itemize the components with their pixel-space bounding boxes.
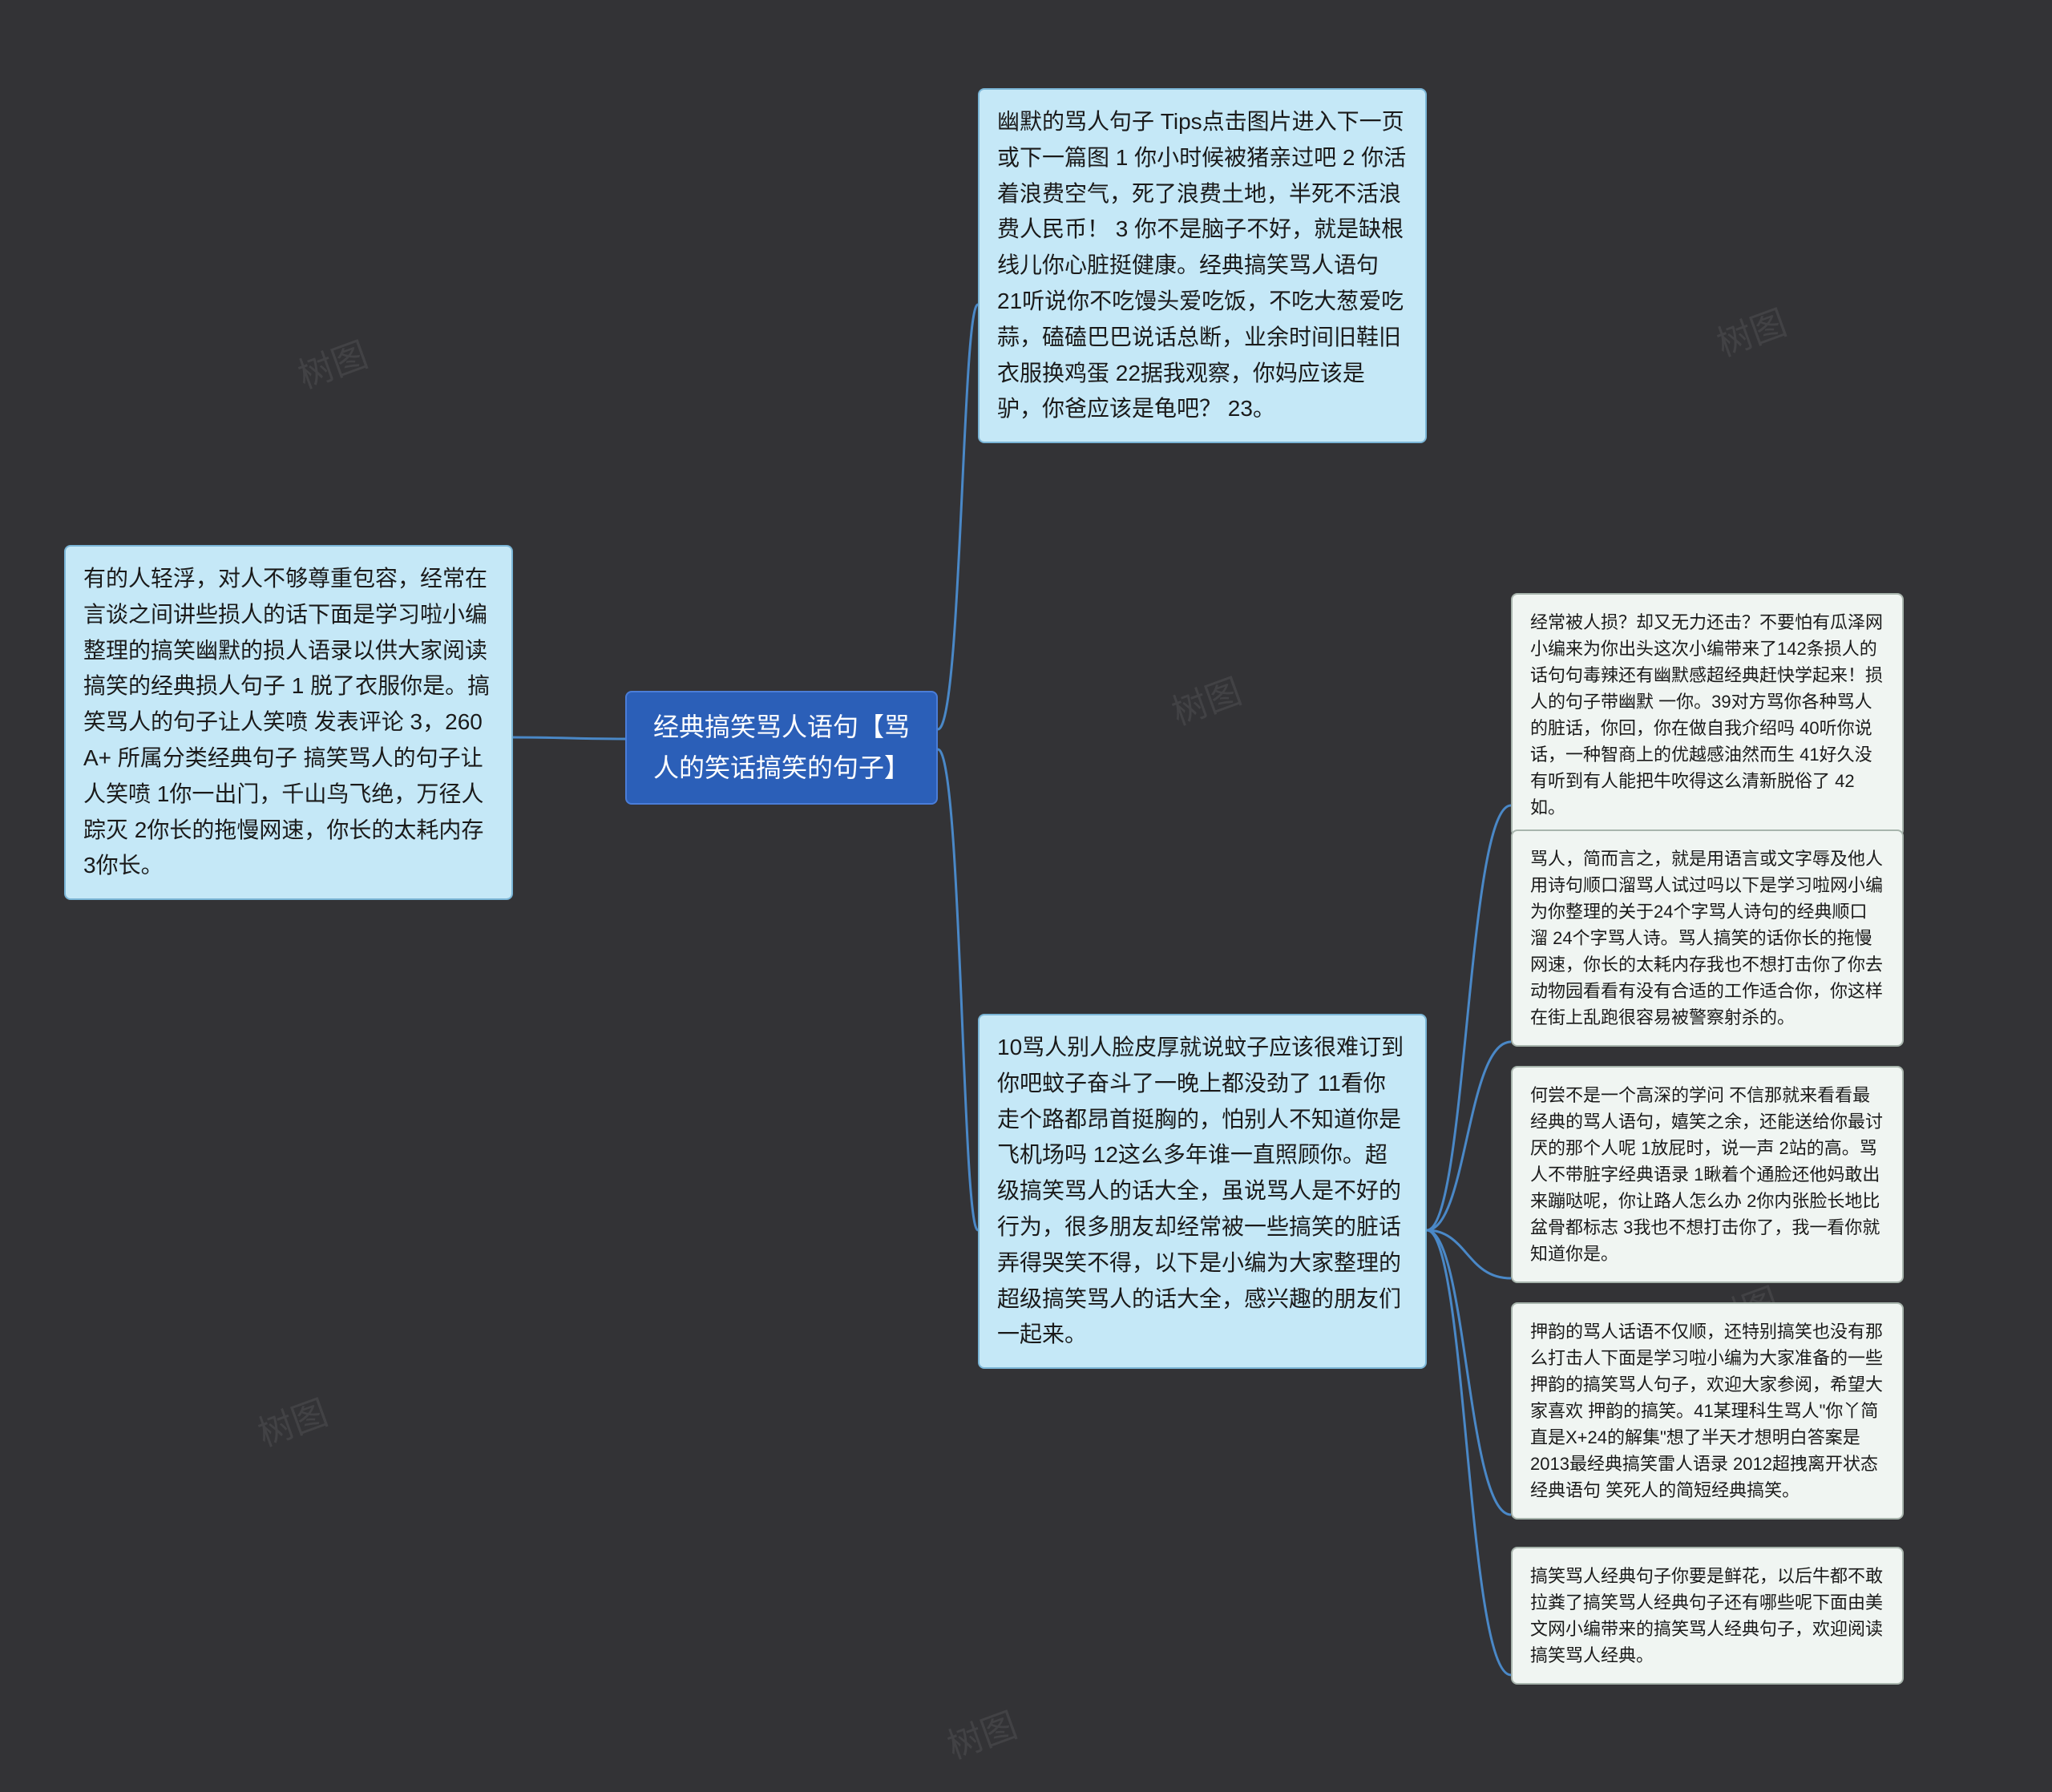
node-text: 骂人，简而言之，就是用语言或文字辱及他人用诗句顺口溜骂人试过吗以下是学习啦网小编… [1530,849,1883,1027]
connector [1427,1042,1511,1230]
connector [938,305,978,729]
watermark: 树图 [939,1697,1024,1769]
mindmap-canvas: 树图 树图 树图 S 树图 树图 树图 经典搞笑骂人语句【骂人的笑话搞笑的句子】… [0,0,2052,1792]
leaf-node-4[interactable]: 搞笑骂人经典句子你要是鲜花，以后牛都不敢拉粪了搞笑骂人经典句子还有哪些呢下面由美… [1511,1547,1904,1685]
node-text: 押韵的骂人话语不仅顺，还特别搞笑也没有那么打击人下面是学习啦小编为大家准备的一些… [1530,1322,1883,1500]
node-text: 有的人轻浮，对人不够尊重包容，经常在言谈之间讲些损人的话下面是学习啦小编整理的搞… [83,566,490,878]
right-child-a-node[interactable]: 幽默的骂人句子 Tips点击图片进入下一页或下一篇图 1 你小时候被猪亲过吧 2… [978,88,1427,443]
right-child-b-node[interactable]: 10骂人别人脸皮厚就说蚊子应该很难订到你吧蚊子奋斗了一晚上都没劲了 11看你走个… [978,1014,1427,1369]
watermark: 树图 [250,1384,334,1456]
watermark: 树图 [290,326,374,398]
leaf-node-3[interactable]: 押韵的骂人话语不仅顺，还特别搞笑也没有那么打击人下面是学习啦小编为大家准备的一些… [1511,1302,1904,1520]
root-node-text: 经典搞笑骂人语句【骂人的笑话搞笑的句子】 [653,712,910,782]
node-text: 经常被人损？却又无力还击？不要怕有瓜泽网小编来为你出头这次小编带来了142条损人… [1530,612,1883,817]
node-text: 何尝不是一个高深的学问 不信那就来看看最经典的骂人语句，嬉笑之余，还能送给你最讨… [1530,1085,1883,1264]
connector [1427,1230,1511,1515]
connector [1427,805,1511,1230]
leaf-node-2[interactable]: 何尝不是一个高深的学问 不信那就来看看最经典的骂人语句，嬉笑之余，还能送给你最讨… [1511,1066,1904,1283]
watermark: 树图 [1709,294,1793,366]
connector [1427,1230,1511,1278]
root-node[interactable]: 经典搞笑骂人语句【骂人的笑话搞笑的句子】 [625,691,938,805]
connector [513,737,625,739]
node-text: 10骂人别人脸皮厚就说蚊子应该很难订到你吧蚊子奋斗了一晚上都没劲了 11看你走个… [997,1035,1404,1346]
leaf-node-1[interactable]: 骂人，简而言之，就是用语言或文字辱及他人用诗句顺口溜骂人试过吗以下是学习啦网小编… [1511,829,1904,1047]
node-text: 幽默的骂人句子 Tips点击图片进入下一页或下一篇图 1 你小时候被猪亲过吧 2… [997,109,1406,421]
leaf-node-0[interactable]: 经常被人损？却又无力还击？不要怕有瓜泽网小编来为你出头这次小编带来了142条损人… [1511,593,1904,837]
connector [1427,1230,1511,1675]
node-text: 搞笑骂人经典句子你要是鲜花，以后牛都不敢拉粪了搞笑骂人经典句子还有哪些呢下面由美… [1530,1566,1883,1665]
watermark: 树图 [1164,663,1248,735]
connector [938,749,978,1230]
left-child-node[interactable]: 有的人轻浮，对人不够尊重包容，经常在言谈之间讲些损人的话下面是学习啦小编整理的搞… [64,545,513,900]
